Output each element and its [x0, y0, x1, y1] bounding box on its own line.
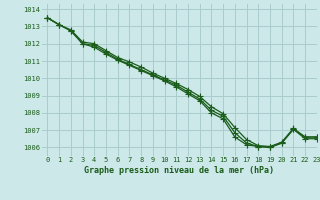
X-axis label: Graphe pression niveau de la mer (hPa): Graphe pression niveau de la mer (hPa) [84, 166, 274, 175]
